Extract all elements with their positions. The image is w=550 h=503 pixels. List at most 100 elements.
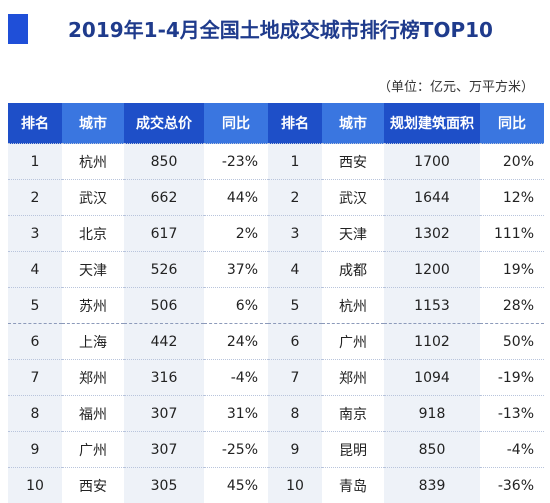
cell-rank-right: 2 (268, 180, 322, 216)
title-bar: 2019年1-4月全国土地成交城市排行榜TOP10 (8, 12, 538, 44)
cell-rank-right: 10 (268, 468, 322, 503)
cell-city-left: 天津 (62, 252, 124, 288)
cell-yoy-right: 111% (480, 216, 544, 252)
cell-yoy-left: -23% (204, 144, 268, 180)
cell-floor-area: 918 (384, 396, 480, 432)
cell-floor-area: 1700 (384, 144, 480, 180)
cell-total-price: 506 (124, 288, 204, 324)
cell-rank-left: 7 (8, 360, 62, 396)
cell-total-price: 617 (124, 216, 204, 252)
cell-city-left: 福州 (62, 396, 124, 432)
cell-yoy-left: 45% (204, 468, 268, 503)
cell-rank-left: 10 (8, 468, 62, 503)
table-row: 5 苏州 506 6% 5 杭州 1153 28% (8, 288, 544, 324)
cell-floor-area: 1302 (384, 216, 480, 252)
cell-yoy-left: 24% (204, 324, 268, 360)
cell-rank-right: 5 (268, 288, 322, 324)
cell-total-price: 662 (124, 180, 204, 216)
cell-city-right: 成都 (322, 252, 384, 288)
cell-rank-left: 3 (8, 216, 62, 252)
cell-yoy-right: 19% (480, 252, 544, 288)
cell-city-right: 南京 (322, 396, 384, 432)
cell-yoy-right: 28% (480, 288, 544, 324)
cell-yoy-left: 37% (204, 252, 268, 288)
ranking-table: 排名 城市 成交总价 同比 排名 城市 规划建筑面积 同比 1 杭州 850 -… (8, 103, 544, 503)
cell-rank-left: 2 (8, 180, 62, 216)
table-row: 1 杭州 850 -23% 1 西安 1700 20% (8, 144, 544, 180)
cell-yoy-right: -13% (480, 396, 544, 432)
cell-rank-right: 3 (268, 216, 322, 252)
cell-city-left: 苏州 (62, 288, 124, 324)
header-yoy-right: 同比 (480, 103, 544, 144)
cell-yoy-left: 44% (204, 180, 268, 216)
table-row: 4 天津 526 37% 4 成都 1200 19% (8, 252, 544, 288)
table-header-row: 排名 城市 成交总价 同比 排名 城市 规划建筑面积 同比 (8, 103, 544, 144)
cell-total-price: 307 (124, 432, 204, 468)
cell-floor-area: 850 (384, 432, 480, 468)
cell-yoy-left: -25% (204, 432, 268, 468)
cell-city-left: 郑州 (62, 360, 124, 396)
cell-floor-area: 1094 (384, 360, 480, 396)
table-row: 8 福州 307 31% 8 南京 918 -13% (8, 396, 544, 432)
cell-rank-left: 9 (8, 432, 62, 468)
table-row: 3 北京 617 2% 3 天津 1302 111% (8, 216, 544, 252)
cell-rank-left: 8 (8, 396, 62, 432)
cell-city-right: 郑州 (322, 360, 384, 396)
cell-total-price: 316 (124, 360, 204, 396)
cell-floor-area: 1102 (384, 324, 480, 360)
table-row: 6 上海 442 24% 6 广州 1102 50% (8, 324, 544, 360)
cell-yoy-right: 12% (480, 180, 544, 216)
cell-total-price: 850 (124, 144, 204, 180)
cell-rank-right: 8 (268, 396, 322, 432)
cell-yoy-left: 2% (204, 216, 268, 252)
cell-floor-area: 1153 (384, 288, 480, 324)
header-rank-left: 排名 (8, 103, 62, 144)
table-row: 2 武汉 662 44% 2 武汉 1644 12% (8, 180, 544, 216)
cell-city-left: 杭州 (62, 144, 124, 180)
header-city-left: 城市 (62, 103, 124, 144)
header-yoy-left: 同比 (204, 103, 268, 144)
cell-yoy-right: 50% (480, 324, 544, 360)
page-title: 2019年1-4月全国土地成交城市排行榜TOP10 (68, 14, 493, 43)
cell-rank-left: 6 (8, 324, 62, 360)
unit-note: （单位：亿元、万平方米） (378, 76, 534, 95)
cell-total-price: 442 (124, 324, 204, 360)
cell-yoy-right: 20% (480, 144, 544, 180)
header-rank-right: 排名 (268, 103, 322, 144)
header-total-price: 成交总价 (124, 103, 204, 144)
header-floor-area: 规划建筑面积 (384, 103, 480, 144)
cell-city-left: 广州 (62, 432, 124, 468)
cell-yoy-right: -19% (480, 360, 544, 396)
cell-city-left: 西安 (62, 468, 124, 503)
cell-rank-right: 6 (268, 324, 322, 360)
cell-city-right: 杭州 (322, 288, 384, 324)
cell-yoy-left: 6% (204, 288, 268, 324)
cell-rank-right: 7 (268, 360, 322, 396)
cell-yoy-right: -4% (480, 432, 544, 468)
cell-rank-left: 4 (8, 252, 62, 288)
table-row: 7 郑州 316 -4% 7 郑州 1094 -19% (8, 360, 544, 396)
cell-total-price: 307 (124, 396, 204, 432)
cell-city-right: 昆明 (322, 432, 384, 468)
title-accent-block (8, 14, 28, 44)
cell-rank-right: 4 (268, 252, 322, 288)
cell-city-left: 武汉 (62, 180, 124, 216)
header-city-right: 城市 (322, 103, 384, 144)
cell-rank-right: 1 (268, 144, 322, 180)
cell-rank-left: 1 (8, 144, 62, 180)
cell-city-right: 青岛 (322, 468, 384, 503)
table-row: 9 广州 307 -25% 9 昆明 850 -4% (8, 432, 544, 468)
table-row: 10 西安 305 45% 10 青岛 839 -36% (8, 468, 544, 503)
cell-rank-left: 5 (8, 288, 62, 324)
cell-city-right: 武汉 (322, 180, 384, 216)
cell-city-right: 天津 (322, 216, 384, 252)
cell-yoy-left: -4% (204, 360, 268, 396)
cell-city-left: 北京 (62, 216, 124, 252)
cell-city-left: 上海 (62, 324, 124, 360)
cell-yoy-left: 31% (204, 396, 268, 432)
cell-city-right: 西安 (322, 144, 384, 180)
cell-city-right: 广州 (322, 324, 384, 360)
cell-total-price: 526 (124, 252, 204, 288)
cell-rank-right: 9 (268, 432, 322, 468)
cell-yoy-right: -36% (480, 468, 544, 503)
